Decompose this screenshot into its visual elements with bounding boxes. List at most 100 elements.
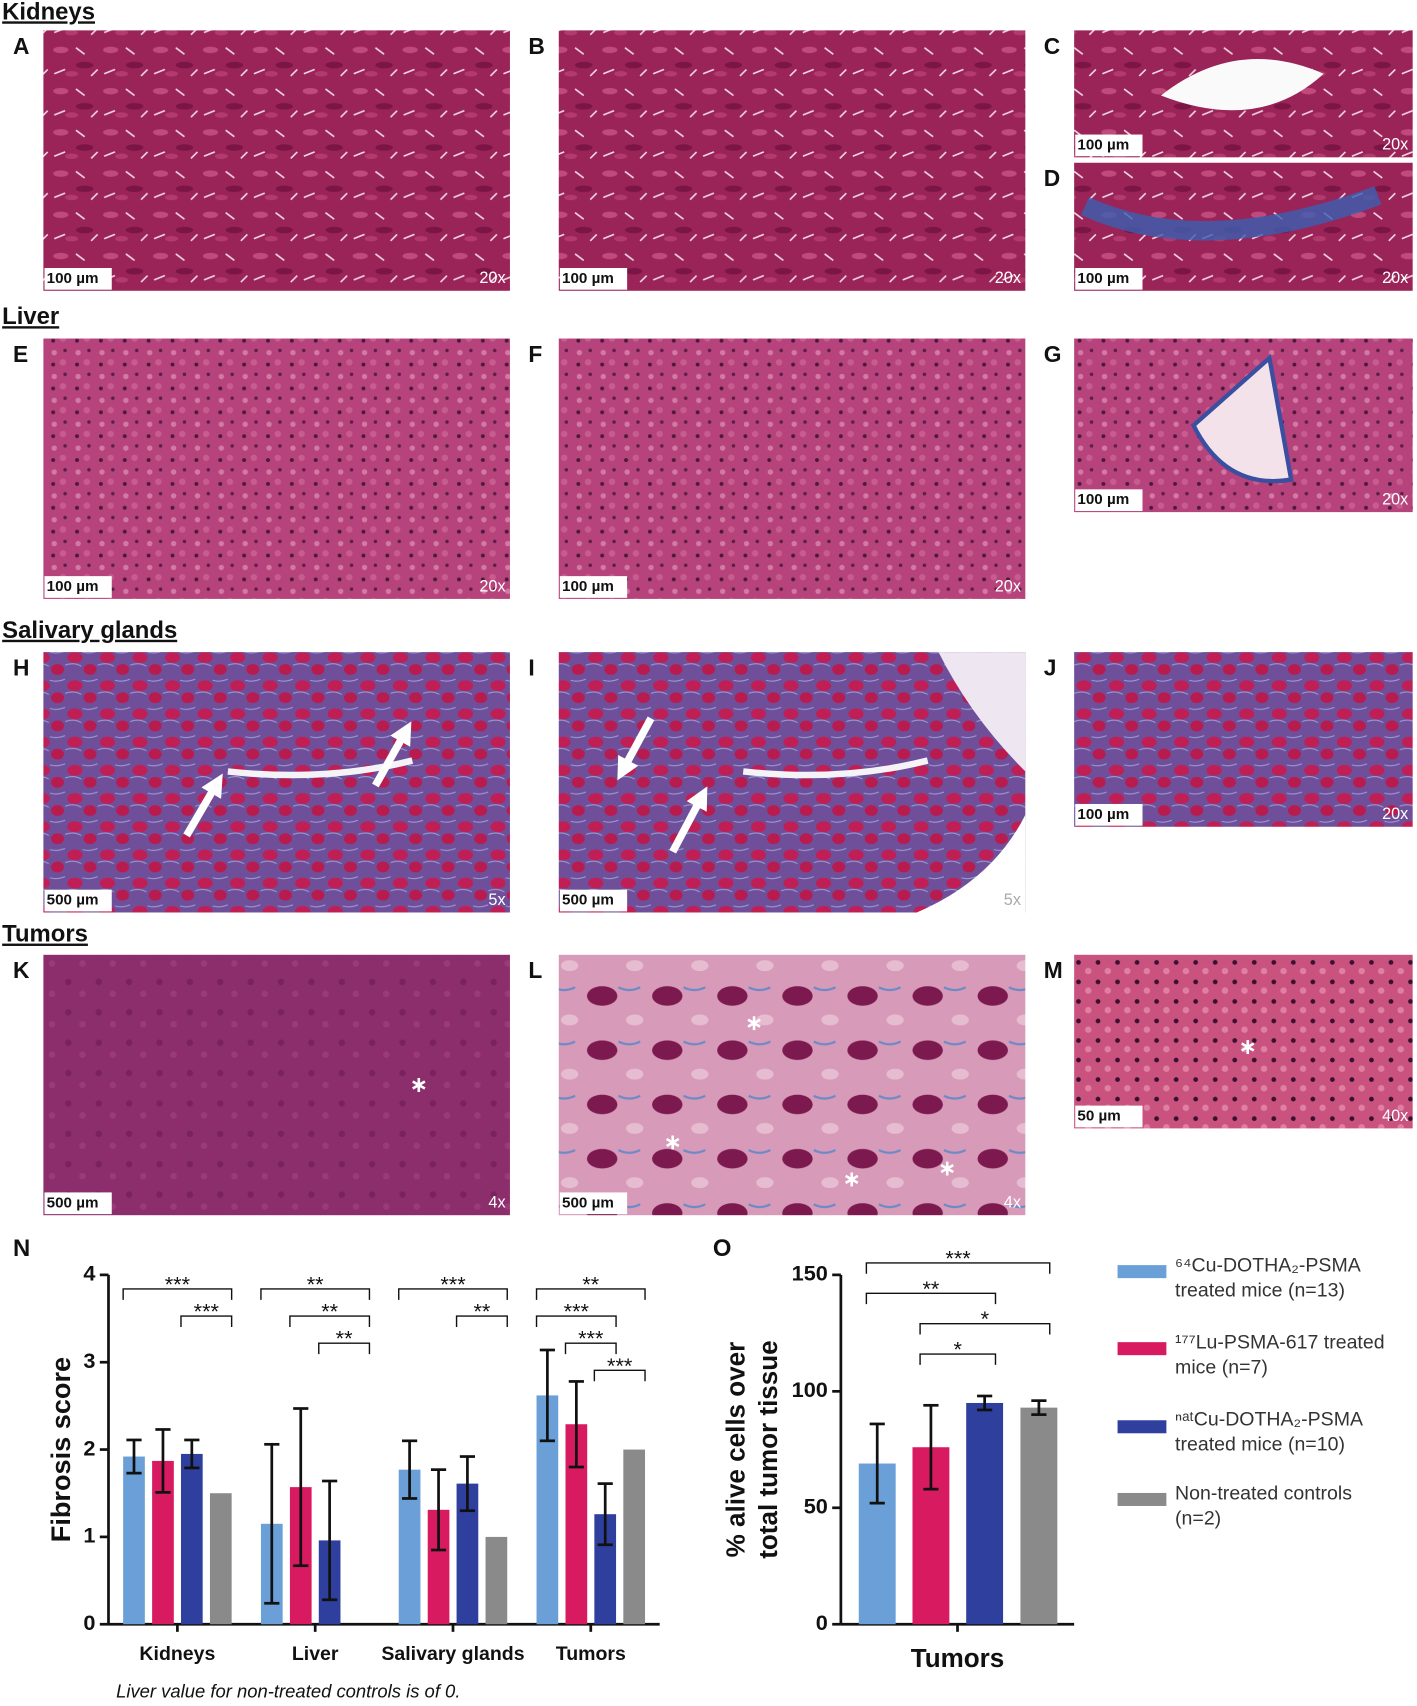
- micrograph: [43, 338, 510, 599]
- micrograph: [43, 652, 510, 913]
- x-tick-label: Salivary glands: [381, 1643, 524, 1665]
- micrograph: [43, 954, 510, 1216]
- scale-bar-label: 100 µm: [47, 270, 99, 287]
- scale-bar-label: 100 µm: [1077, 806, 1129, 823]
- panel-letter: L: [528, 957, 542, 983]
- annotation-shapes: [183, 716, 1256, 1188]
- magnification: 20x: [1382, 269, 1408, 287]
- scale-bar-label: 500 µm: [562, 1194, 614, 1211]
- y-tick-label: 100: [792, 1377, 828, 1402]
- micrograph: [558, 652, 1026, 913]
- scale-bar-box: [1075, 134, 1143, 157]
- significance-label: **: [922, 1276, 939, 1301]
- significance-bracket: [593, 1369, 646, 1382]
- micrograph: [1074, 954, 1413, 1129]
- panel-letter: C: [1044, 33, 1060, 59]
- significance-label: *: [981, 1306, 990, 1331]
- scale-bar-box: [1075, 489, 1143, 512]
- panel-letter: O: [713, 1235, 732, 1262]
- scale-bar-label: 500 µm: [562, 892, 614, 909]
- error-bar: [155, 1428, 171, 1494]
- panel-letter: M: [1044, 957, 1063, 983]
- significance-bracket: [919, 1322, 1051, 1335]
- bar: [623, 1449, 646, 1625]
- panel-letter: E: [13, 341, 28, 367]
- magnification: 4x: [1004, 1194, 1021, 1212]
- y-tick-label: 1: [83, 1523, 95, 1548]
- arrow: [617, 716, 655, 781]
- footnote: Liver value for non-treated controls is …: [116, 1680, 460, 1701]
- vessel: [1160, 59, 1324, 111]
- significance-bracket: [455, 1315, 508, 1327]
- y-tick-label: 0: [816, 1610, 828, 1635]
- significance-label: ***: [564, 1299, 590, 1324]
- y-axis-title: total tumor tissue: [753, 1340, 783, 1558]
- significance-label: **: [473, 1299, 490, 1324]
- scale-bar-label: 100 µm: [1077, 491, 1129, 508]
- bar: [123, 1456, 145, 1625]
- significance-bracket: [564, 1342, 617, 1355]
- scale-bar-label: 100 µm: [47, 578, 99, 595]
- scale-bar-box: [559, 576, 628, 598]
- magnification: 20x: [1382, 136, 1408, 154]
- panel-letter: D: [1044, 165, 1060, 191]
- scale-bar-label: 100 µm: [1077, 270, 1129, 287]
- significance-label: **: [307, 1271, 324, 1296]
- section-title: Salivary glands: [2, 617, 177, 644]
- significance-bracket: [122, 1288, 233, 1300]
- y-tick-label: 0: [83, 1610, 95, 1635]
- magnification: 4x: [488, 1194, 505, 1212]
- collagen: [1080, 186, 1382, 241]
- bar: [966, 1402, 1004, 1625]
- significance-bracket: [318, 1342, 371, 1355]
- micrograph: [558, 954, 1026, 1216]
- significance-bracket: [865, 1262, 1051, 1274]
- error-bar: [568, 1380, 584, 1469]
- scale-bar-box: [44, 576, 112, 598]
- chart: O 0 50 100 150 % alive cells over total tumor …: [713, 1235, 1075, 1673]
- scale-bar-box: [559, 889, 628, 912]
- significance-bracket: [398, 1288, 508, 1300]
- significance-label: ***: [165, 1271, 191, 1296]
- fat-tissue: [938, 652, 1026, 772]
- magnification: 20x: [995, 577, 1021, 595]
- bar: [209, 1493, 232, 1625]
- scale-bar-label: 50 µm: [1077, 1107, 1120, 1124]
- error-bar: [539, 1348, 555, 1443]
- magnification: 20x: [479, 577, 505, 595]
- bar: [398, 1469, 421, 1625]
- error-bar: [923, 1403, 939, 1491]
- panel-letter: I: [528, 654, 534, 680]
- y-axis-title: Fibrosis score: [45, 1357, 76, 1542]
- scale-bar-box: [44, 267, 112, 290]
- significance-bracket: [535, 1288, 646, 1300]
- bar: [594, 1514, 617, 1625]
- legend-label: ⁶⁴Cu-DOTHA₂-PSMA treated mice (n=13): [1175, 1254, 1360, 1301]
- charts: N 0 1 2 3 4 Fibrosis score Kidneys Liver Salivary…: [13, 1235, 1075, 1673]
- y-tick-label: 2: [83, 1435, 95, 1460]
- x-tick-label: Tumors: [911, 1643, 1005, 1673]
- magnification: 20x: [479, 269, 505, 287]
- bar: [565, 1424, 588, 1625]
- legend-swatch: [1117, 1420, 1167, 1434]
- magnification: 5x: [488, 891, 505, 909]
- scale-bar-box: [1075, 803, 1143, 826]
- scale-bar-box: [559, 1192, 628, 1215]
- panel-letter: A: [13, 33, 29, 59]
- panel-letter: F: [528, 341, 542, 367]
- bar: [427, 1509, 450, 1625]
- duct: [742, 757, 929, 779]
- duct: [227, 757, 414, 779]
- magnification: 40x: [1382, 1107, 1408, 1125]
- arrow: [669, 786, 708, 854]
- scale-bar-label: 100 µm: [562, 578, 614, 595]
- significance-bracket: [865, 1292, 997, 1305]
- magnification: 20x: [1382, 805, 1408, 823]
- y-tick-label: 4: [83, 1261, 95, 1286]
- legend-swatch: [1117, 1265, 1167, 1279]
- scale-bar-label: 100 µm: [1077, 136, 1129, 153]
- micrograph: [558, 30, 1026, 291]
